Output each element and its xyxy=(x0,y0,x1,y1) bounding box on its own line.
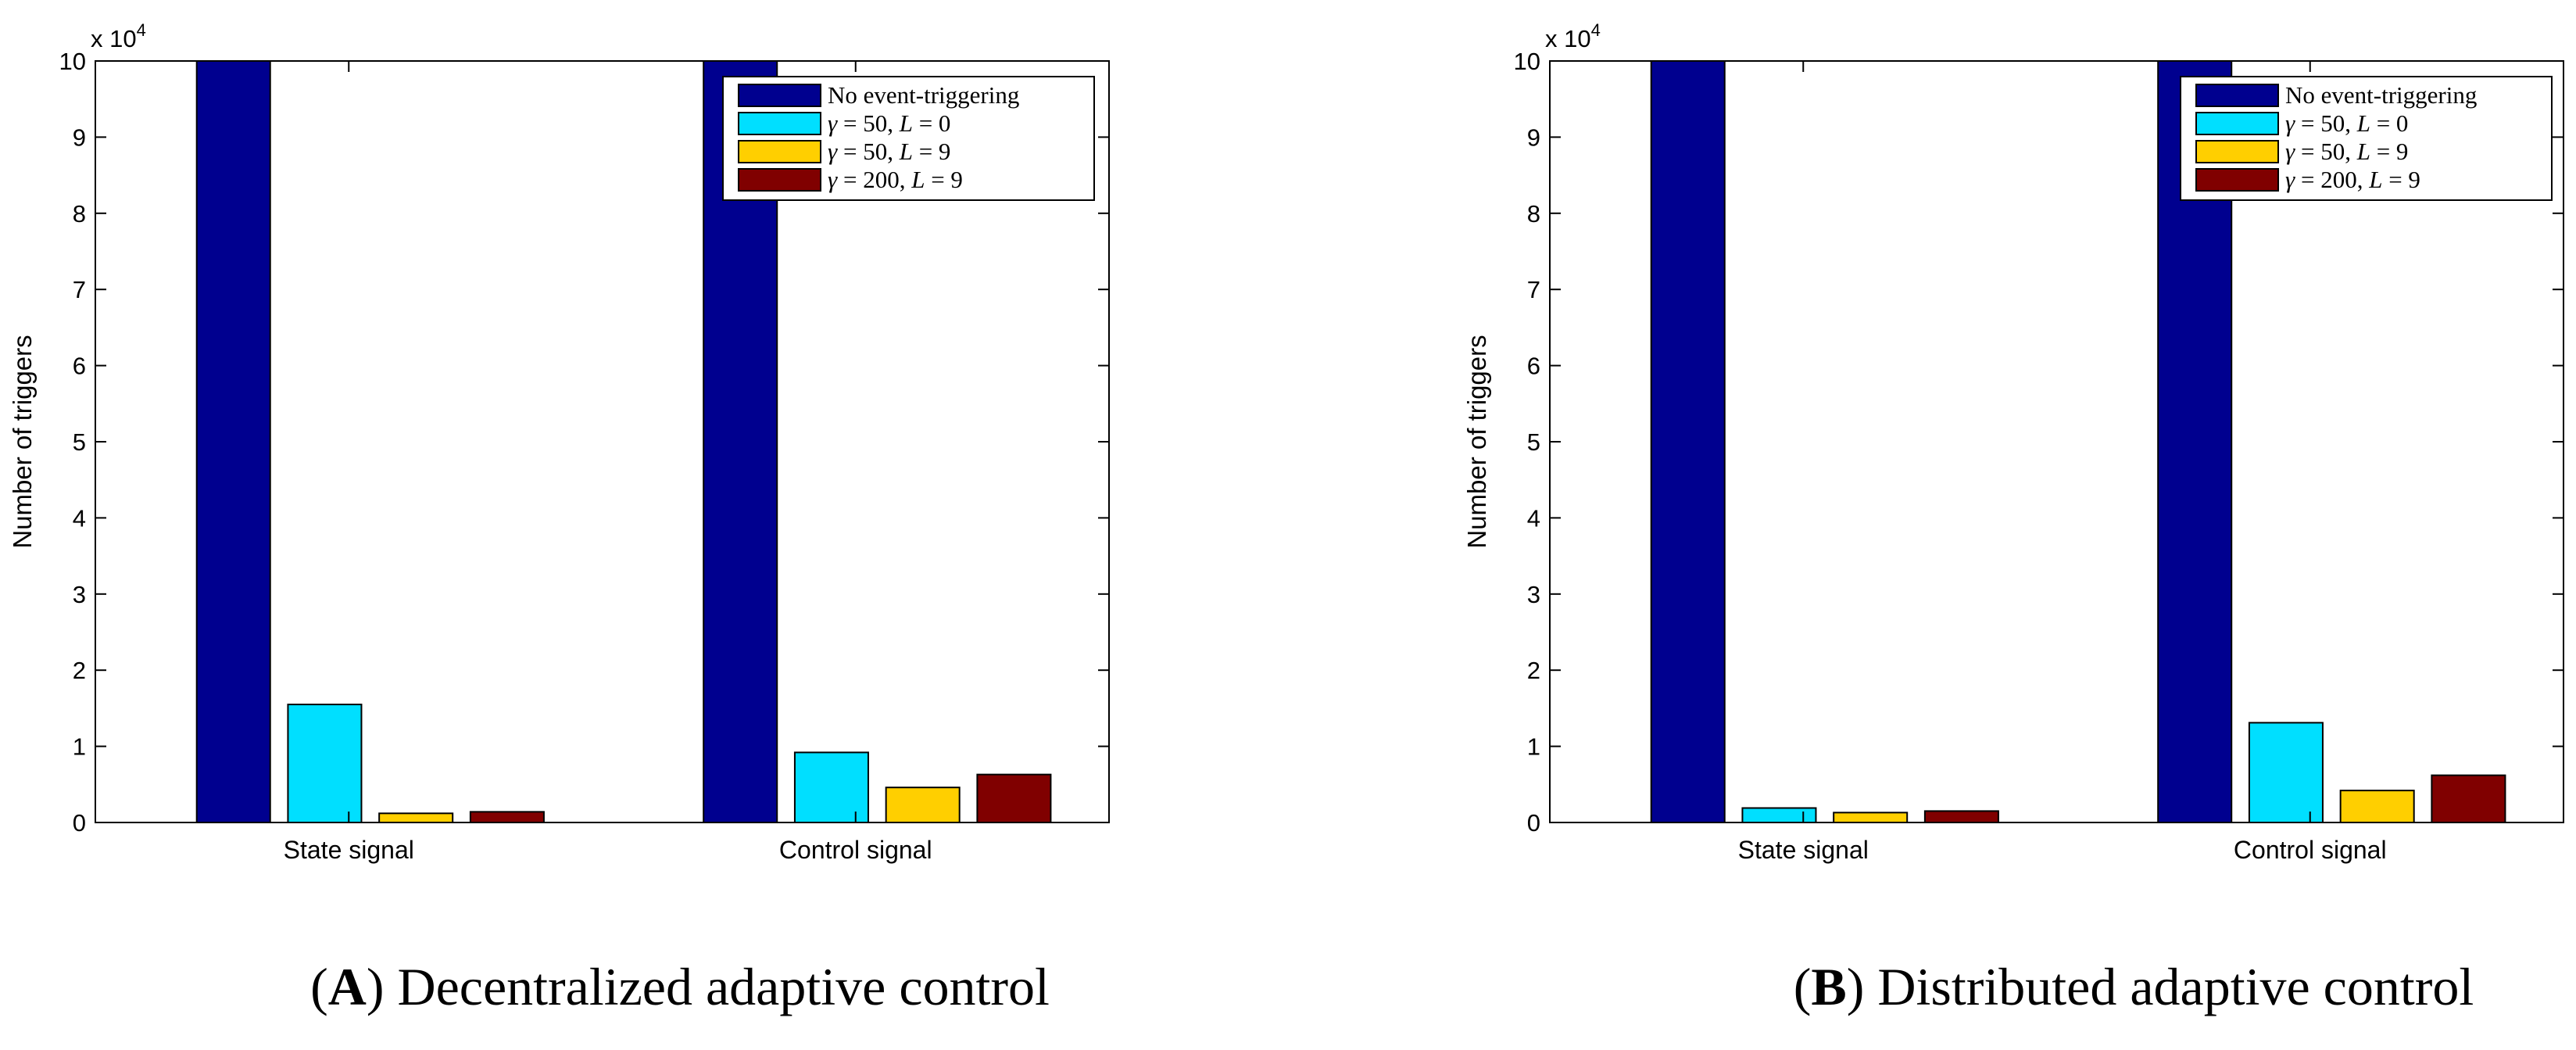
bar xyxy=(793,751,869,824)
bar xyxy=(378,812,454,824)
y-multiplier: x 104 xyxy=(1545,20,1601,52)
bar xyxy=(1741,807,1817,824)
x-tick-label: Control signal xyxy=(779,836,932,864)
y-tick-label: 3 xyxy=(73,581,86,608)
legend-label: γ = 50, L = 0 xyxy=(2285,109,2408,137)
legend-label: γ = 50, L = 9 xyxy=(2285,138,2408,165)
y-tick-label: 1 xyxy=(1527,733,1540,761)
legend-swatch xyxy=(2195,112,2279,135)
y-multiplier: x 104 xyxy=(91,20,146,52)
bar xyxy=(2431,774,2506,823)
y-tick-label: 9 xyxy=(1527,124,1540,151)
y-tick-label: 9 xyxy=(73,124,86,151)
chart-panel-a: 0 1 2 3 4 5 6 7 8 9 10 State signal Control signal x … xyxy=(8,20,1110,1016)
y-tick-label: 10 xyxy=(59,48,86,75)
y-tick-label: 5 xyxy=(73,428,86,456)
y-tick-label: 0 xyxy=(73,809,86,837)
legend-label: γ = 50, L = 0 xyxy=(828,109,950,137)
legend-label: γ = 50, L = 9 xyxy=(828,138,950,165)
legend-label: γ = 200, L = 9 xyxy=(828,166,963,193)
panel-caption: (A) Decentralized adaptive control xyxy=(310,957,1050,1016)
y-tick-label: 7 xyxy=(73,276,86,303)
bar xyxy=(2248,722,2324,824)
legend-swatch xyxy=(2195,168,2279,192)
y-tick-label: 2 xyxy=(1527,657,1540,684)
bar xyxy=(195,60,271,823)
legend-label: No event-triggering xyxy=(828,81,1019,109)
x-tick-label: State signal xyxy=(284,836,414,864)
x-tick-label: Control signal xyxy=(2234,836,2387,864)
legend-label: γ = 200, L = 9 xyxy=(2285,166,2420,193)
y-tick-label: 7 xyxy=(1527,276,1540,303)
y-tick-label: 6 xyxy=(73,353,86,380)
y-tick-label: 8 xyxy=(1527,200,1540,228)
bar xyxy=(1923,810,1999,824)
panel-caption: (B) Distributed adaptive control xyxy=(1794,957,2474,1016)
y-tick-label: 8 xyxy=(73,200,86,228)
y-tick-label: 4 xyxy=(1527,504,1540,532)
legend-swatch xyxy=(2195,84,2279,107)
legend-swatch xyxy=(738,168,821,192)
y-axis-label: Number of triggers xyxy=(8,335,37,548)
y-tick-label: 1 xyxy=(73,733,86,761)
y-tick-label: 6 xyxy=(1527,353,1540,380)
legend-swatch xyxy=(738,140,821,163)
y-tick-label: 5 xyxy=(1527,428,1540,456)
legend-swatch xyxy=(2195,140,2279,163)
y-tick-label: 10 xyxy=(1514,48,1540,75)
chart-panel-b: 0 1 2 3 4 5 6 7 8 9 10 State signal Control signal x … xyxy=(1462,20,2564,1016)
bar xyxy=(976,773,1052,823)
x-tick-label: State signal xyxy=(1738,836,1869,864)
bar xyxy=(469,811,545,824)
legend-label: No event-triggering xyxy=(2285,81,2477,109)
y-tick-label: 4 xyxy=(73,504,86,532)
bar xyxy=(287,704,363,824)
y-tick-label: 2 xyxy=(73,657,86,684)
legend-swatch xyxy=(738,84,821,107)
y-tick-label: 3 xyxy=(1527,581,1540,608)
y-tick-label: 0 xyxy=(1527,809,1540,837)
bar xyxy=(1833,812,1909,824)
bar xyxy=(885,787,961,823)
legend-swatch xyxy=(738,112,821,135)
bar xyxy=(2339,790,2415,823)
bar xyxy=(1650,60,1726,823)
y-axis-label: Number of triggers xyxy=(1462,335,1491,548)
